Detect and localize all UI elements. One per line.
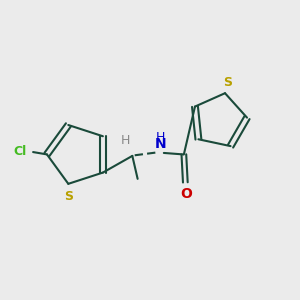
Text: Cl: Cl [14, 145, 27, 158]
Text: S: S [64, 190, 74, 203]
Text: H: H [120, 134, 130, 147]
Text: H: H [156, 131, 165, 144]
Text: N: N [154, 136, 166, 151]
Text: S: S [224, 76, 232, 89]
Text: O: O [180, 187, 192, 201]
